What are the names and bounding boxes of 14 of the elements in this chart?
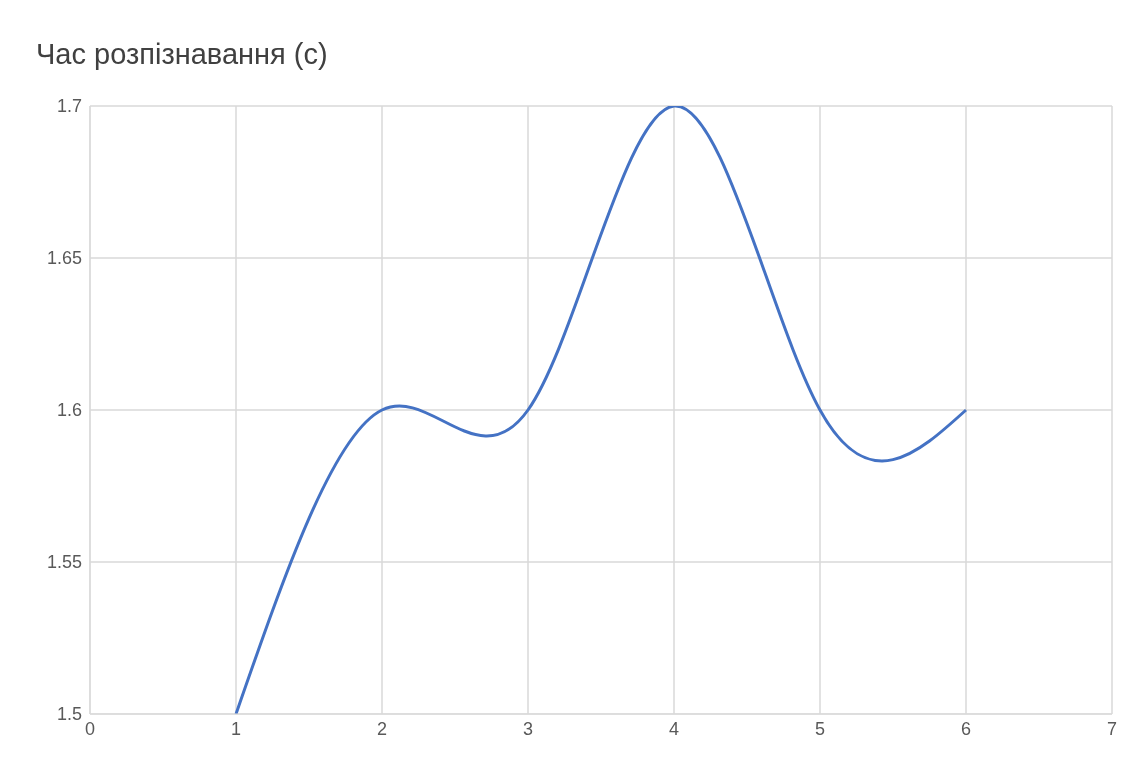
x-tick-label: 5 bbox=[814, 718, 826, 739]
x-tick-label: 6 bbox=[960, 718, 972, 739]
y-tick-label: 1.55 bbox=[46, 552, 82, 573]
x-tick-label: 2 bbox=[376, 718, 388, 739]
x-tick-label: 4 bbox=[668, 718, 680, 739]
x-tick-label: 3 bbox=[522, 718, 534, 739]
y-tick-label: 1.7 bbox=[56, 96, 82, 117]
x-tick-label: 1 bbox=[230, 718, 242, 739]
x-tick-label: 0 bbox=[84, 718, 96, 739]
y-tick-label: 1.6 bbox=[56, 400, 82, 421]
y-tick-label: 1.65 bbox=[46, 248, 82, 269]
chart-title: Час розпізнавання (с) bbox=[35, 37, 329, 72]
x-tick-label: 7 bbox=[1106, 718, 1118, 739]
y-tick-label: 1.5 bbox=[56, 704, 82, 725]
